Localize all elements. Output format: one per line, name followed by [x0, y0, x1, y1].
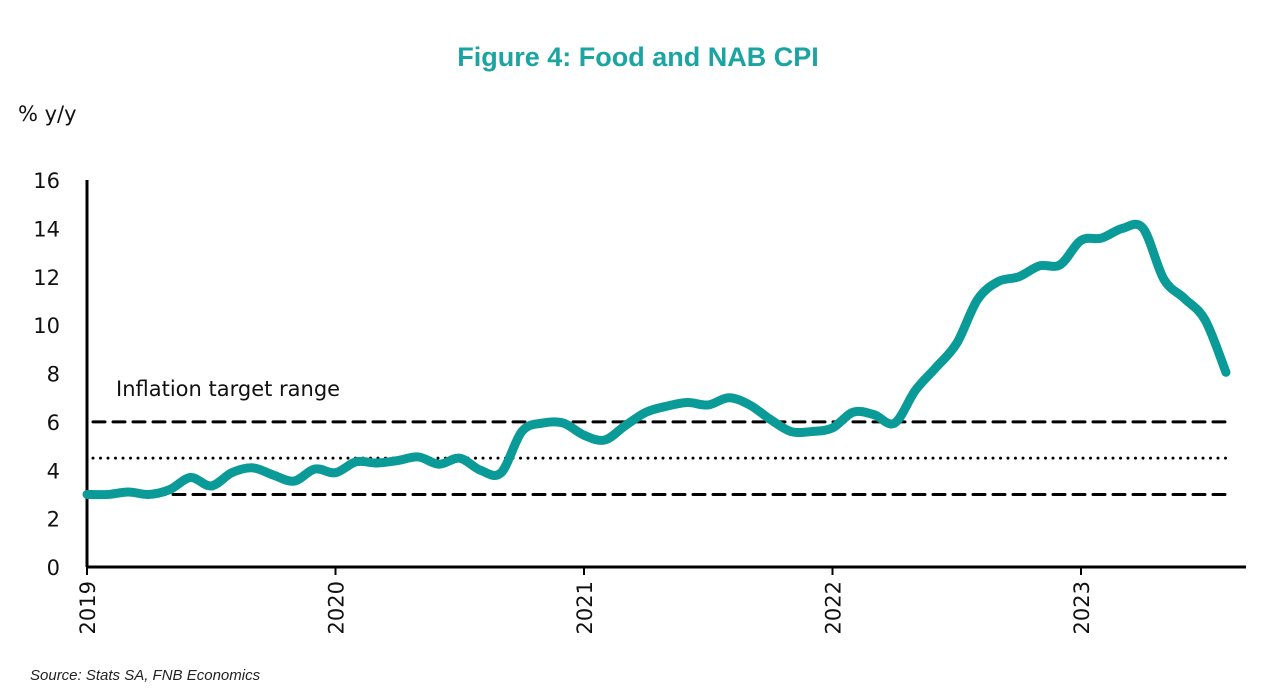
x-tick-label: 2021: [573, 581, 597, 634]
x-tick-label: 2020: [325, 581, 349, 634]
y-tick-label: 0: [47, 556, 60, 580]
x-tick-label: 2023: [1070, 581, 1094, 634]
y-tick-label: 8: [47, 363, 60, 387]
series-line-food-nab-cpi: [82, 219, 1231, 500]
annotation-target-range: Inflation target range: [116, 377, 340, 401]
x-tick-label: 2019: [76, 581, 100, 634]
y-axis-label: % y/y: [18, 102, 77, 126]
y-tick-label: 4: [47, 459, 60, 483]
y-tick-label: 14: [33, 217, 60, 241]
x-tick-label: 2022: [822, 581, 846, 634]
y-tick-label: 12: [33, 266, 60, 290]
chart-title: Figure 4: Food and NAB CPI: [457, 42, 819, 72]
y-tick-label: 6: [47, 411, 60, 435]
y-tick-label: 2: [47, 508, 60, 532]
y-tick-label: 16: [33, 169, 60, 193]
y-tick-label: 10: [33, 314, 60, 338]
source-note: Source: Stats SA, FNB Economics: [30, 667, 261, 684]
